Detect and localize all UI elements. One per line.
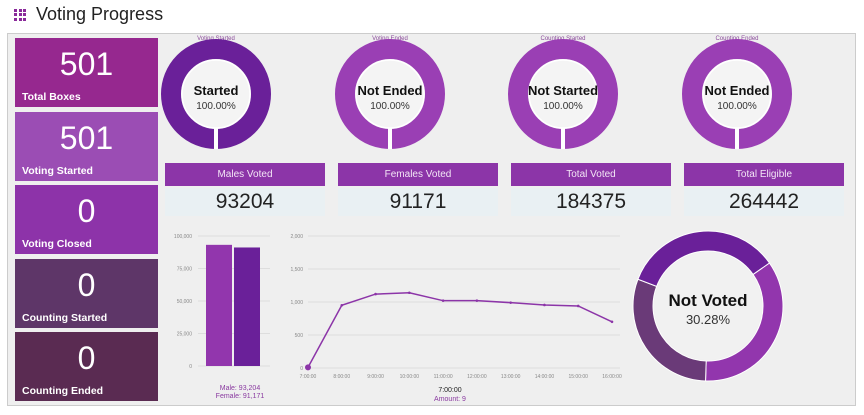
stat-header: Females Voted [338, 163, 498, 186]
stat-value: 264442 [684, 188, 844, 216]
y-tick-label: 1,000 [290, 300, 303, 306]
x-tick-label: 16:00:00 [602, 374, 622, 380]
donut-gap [735, 128, 739, 149]
line-series [307, 292, 613, 368]
tile-value: 0 [77, 267, 96, 303]
x-tick-label: 7:00:00 [300, 374, 317, 380]
donut-percent: 30.28% [686, 312, 731, 327]
x-tick-label: 12:00:00 [467, 374, 487, 380]
y-tick-label: 0 [300, 366, 303, 372]
y-tick-label: 1,500 [290, 267, 303, 273]
bar-male [206, 244, 232, 366]
donut-status: Started [194, 83, 239, 98]
x-tick-label: 15:00:00 [568, 374, 588, 380]
tile-total-boxes[interactable]: 501 Total Boxes [15, 38, 158, 107]
tile-label: Total Boxes [22, 91, 81, 103]
hourly-line-chart: 0 500 1,000 1,500 2,000 7:00:00 8:00:00 9:00:00… [290, 234, 622, 403]
donut-caption: Voting Started [197, 36, 235, 42]
x-tick-label: 10:00:00 [400, 374, 420, 380]
apps-grid-icon[interactable] [14, 8, 26, 21]
donut-gap [214, 128, 218, 149]
line-point[interactable] [441, 299, 445, 302]
not-voted-donut: Not Voted 30.28% [632, 230, 784, 382]
donut-slice[interactable] [637, 230, 771, 288]
tile-label: Voting Started [22, 165, 93, 177]
y-tick-label: 2,000 [290, 234, 303, 240]
stat-header: Males Voted [165, 163, 325, 186]
tile-voting-closed[interactable]: 0 Voting Closed [15, 185, 158, 254]
tile-value: 501 [59, 120, 114, 156]
stat-header: Total Voted [511, 163, 671, 186]
donut-caption: Voting Ended [372, 36, 408, 42]
line-point[interactable] [475, 299, 479, 302]
donut-center [654, 252, 762, 360]
page-header: Voting Progress [14, 4, 163, 25]
y-tick-label: 25,000 [177, 332, 193, 338]
line-point[interactable] [543, 303, 546, 307]
stat-value: 91171 [338, 188, 498, 216]
y-tick-label: 50,000 [177, 299, 193, 305]
tile-voting-started[interactable]: 501 Voting Started [15, 112, 158, 181]
stat-value: 93204 [165, 188, 325, 216]
x-tick-label: 8:00:00 [333, 374, 350, 380]
donut-status: Not Ended [705, 83, 770, 98]
x-tick-label: 11:00:00 [434, 374, 453, 380]
tile-value: 501 [59, 46, 114, 82]
tile-counting-started[interactable]: 0 Counting Started [15, 259, 158, 328]
x-tick-label: 14:00:00 [535, 374, 555, 380]
line-point[interactable] [408, 291, 411, 295]
donut-percent: 100.00% [543, 101, 583, 112]
y-tick-label: 0 [189, 364, 192, 370]
tile-label: Counting Started [22, 312, 108, 324]
tooltip-value: Amount: 9 [434, 396, 466, 403]
tooltip-x: 7:00:00 [438, 387, 461, 394]
line-point[interactable] [610, 320, 614, 324]
line-point[interactable] [305, 364, 311, 371]
donut-caption: Counting Ended [715, 36, 759, 42]
gender-bar-chart: 0 25,000 50,000 75,000 100,000 Male: 93,204Fe… [174, 234, 270, 400]
line-point[interactable] [340, 304, 344, 307]
tile-counting-ended[interactable]: 0 Counting Ended [15, 332, 158, 401]
status-donut: Not Ended 100.00% [682, 39, 792, 149]
donut-status: Not Voted [668, 291, 747, 310]
tile-label: Counting Ended [22, 385, 104, 397]
donut-gap [388, 128, 392, 149]
dashboard-panel: 501 Total Boxes 501 Voting Started 0 Voting C… [7, 33, 856, 406]
donut-percent: 100.00% [196, 101, 236, 112]
y-tick-label: 100,000 [174, 234, 192, 240]
status-donut: Not Ended 100.00% [335, 39, 445, 149]
stat-header: Total Eligible [684, 163, 844, 186]
x-tick-label: 9:00:00 [367, 374, 384, 380]
page-title: Voting Progress [36, 4, 164, 24]
status-donut: Started 100.00% [161, 39, 271, 149]
stat-value: 184375 [511, 188, 671, 216]
donut-percent: 100.00% [370, 101, 410, 112]
donut-status: Not Started [528, 83, 598, 98]
tile-value: 0 [77, 193, 96, 229]
x-tick-label: 13:00:00 [501, 374, 521, 380]
y-tick-label: 500 [295, 333, 304, 339]
donut-gap [561, 128, 565, 149]
tile-label: Voting Closed [22, 238, 92, 250]
bar-legend: Female: 91,171 [216, 393, 265, 400]
line-point[interactable] [509, 301, 512, 304]
donut-percent: 100.00% [717, 101, 757, 112]
y-tick-label: 75,000 [177, 267, 193, 273]
donut-status: Not Ended [358, 83, 423, 98]
line-point[interactable] [576, 304, 580, 308]
line-point[interactable] [374, 292, 377, 296]
bar-female [234, 247, 260, 366]
tile-value: 0 [77, 340, 96, 376]
bar-legend: Male: 93,204 [220, 385, 261, 392]
status-donut: Not Started 100.00% [508, 39, 618, 149]
